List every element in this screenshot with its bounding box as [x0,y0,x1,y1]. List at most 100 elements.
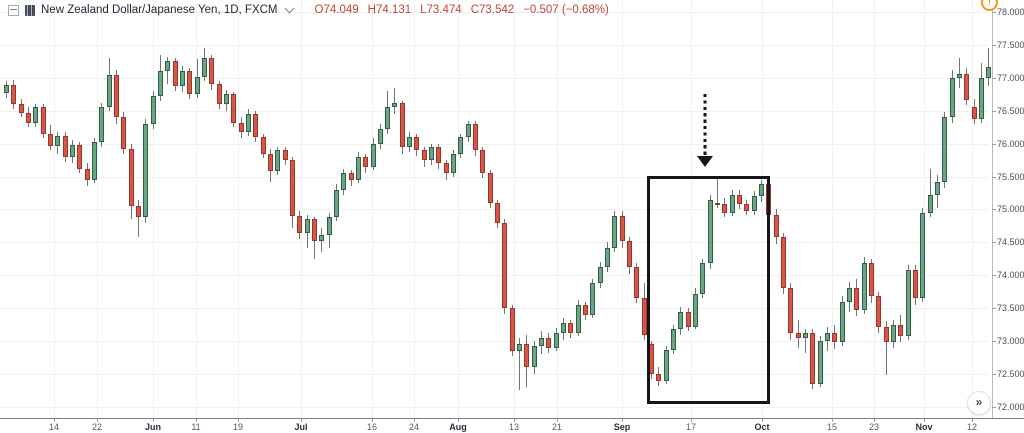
candle [304,219,310,233]
candle [451,153,457,174]
candle [282,150,288,161]
candle-wick [988,48,990,86]
candle [25,112,31,123]
ohlc-high: H74.131 [367,4,412,16]
y-axis-label: 77.500 [997,39,1024,50]
candle [890,324,896,343]
v-gridline [622,0,623,418]
x-tick [372,419,373,422]
v-gridline [762,0,763,418]
v-gridline [238,0,239,418]
candle [465,123,471,138]
candle [707,199,713,264]
h-gridline [0,209,988,211]
candle [634,267,640,299]
candle [238,122,244,132]
candle [802,333,808,338]
x-tick [832,419,833,422]
candle [135,206,141,218]
candle [671,329,677,351]
data-warning-icon[interactable]: ! [981,0,998,11]
annotation-arrow[interactable] [696,94,714,170]
candle [341,173,347,190]
x-tick [414,419,415,422]
v-gridline [196,0,197,418]
candle [824,333,830,342]
candle-wick [717,177,718,209]
candle [253,114,259,138]
candle [971,107,977,119]
symbol-title[interactable]: New Zealand Dollar/Japanese Yen, 1D, FXC… [41,4,278,16]
candle [106,74,112,108]
h-gridline [0,406,988,408]
x-tick [458,419,459,422]
candle [780,237,786,289]
candle [77,144,83,169]
candle [297,216,303,233]
y-axis-label: 78.000 [997,7,1024,17]
y-tick [992,110,996,112]
x-axis-label: Oct [754,422,770,432]
candle [663,350,669,381]
candle [876,296,882,327]
collapse-icon[interactable] [8,4,19,16]
candle-wick [885,321,887,376]
candle [194,76,200,95]
candle [385,107,391,130]
candle [47,133,53,146]
y-tick [992,176,996,178]
candle [355,156,361,180]
candle [209,58,215,85]
candle [69,144,75,157]
v-gridline [514,0,515,418]
v-gridline [414,0,415,418]
x-axis-label: Jun [144,422,162,432]
y-tick [992,308,996,310]
scroll-to-latest-button[interactable]: » [967,391,991,415]
candle [978,77,984,119]
candle [502,222,508,309]
candle-wick [394,87,396,115]
candle [165,61,171,72]
candle [868,263,874,297]
candle [487,173,493,203]
candle [4,85,9,93]
y-axis-label: 72.000 [997,401,1024,412]
candle [121,117,127,149]
arrow-head-icon [697,156,713,167]
candle [758,184,764,197]
h-gridline [0,176,988,178]
candle [861,263,867,310]
x-axis-label: 24 [408,422,420,432]
x-tick [924,419,925,422]
annotation-rectangle[interactable] [647,176,770,404]
h-gridline [0,242,988,244]
x-tick [691,419,692,422]
candle [627,241,633,268]
candle [619,216,625,242]
candle [744,204,750,211]
h-gridline [0,341,988,343]
candle [934,181,940,195]
x-tick [196,419,197,422]
y-tick [992,12,996,13]
candle [473,123,479,151]
candle [641,298,647,335]
v-gridline [924,0,925,418]
y-axis-label: 76.000 [997,138,1024,149]
candle [986,67,992,78]
candle [179,71,185,86]
h-gridline [0,44,988,46]
ohlc-open: O74.049 [314,4,359,16]
candle [795,333,801,338]
ohlc-readout: O74.049 H74.131 L73.474 C73.542 −0.507 (… [315,4,609,16]
chevron-down-icon[interactable] [284,3,294,14]
candle-wick [804,329,806,353]
ohlc-close: C73.542 [470,4,515,16]
candle-wick [929,168,931,218]
candle-wick [958,58,960,88]
candle [678,311,684,330]
h-gridline [0,308,988,310]
candle [260,137,266,154]
